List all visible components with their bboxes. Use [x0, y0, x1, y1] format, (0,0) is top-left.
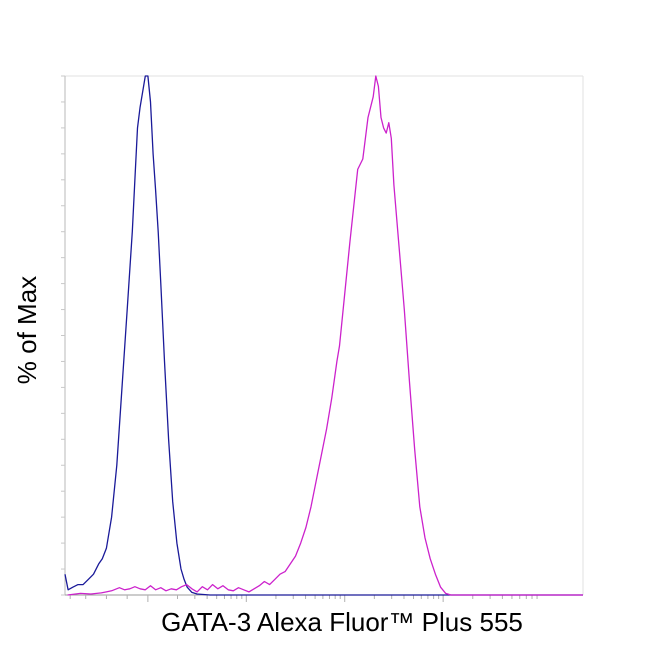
y-axis-title: % of Max	[12, 276, 42, 384]
series-line-1	[64, 75, 583, 596]
series-line-2	[67, 75, 583, 596]
plot-frame	[64, 75, 584, 596]
axis-ticks	[61, 75, 538, 602]
x-axis-title: GATA-3 Alexa Fluor™ Plus 555	[161, 607, 523, 637]
series-layer	[64, 75, 583, 596]
